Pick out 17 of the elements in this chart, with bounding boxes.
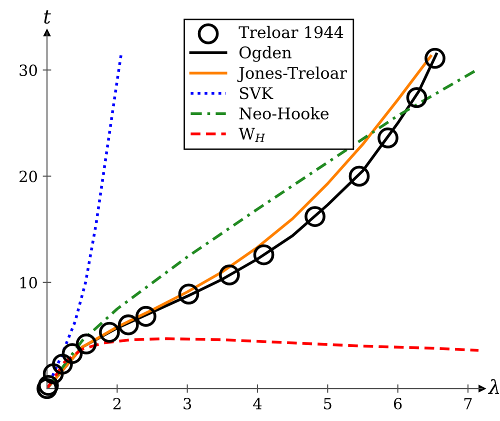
legend-label: Jones-Treloar [237,66,348,82]
x-tick-label: 3 [184,398,192,410]
legend-label: Ogden [240,46,292,62]
y-axis-title: t [44,10,51,24]
y-tick-label: 10 [20,276,37,288]
y-tick-label: 30 [20,64,37,76]
x-tick-label: 4 [253,398,262,410]
legend-label: SVK [240,87,274,100]
legend-label: W$_{H}$ [238,128,266,142]
x-tick-label: 5 [324,398,332,410]
x-tick-label: 7 [464,398,472,410]
y-tick-label: 20 [20,170,37,182]
x-axis-title: λ [488,379,500,394]
x-tick-label: 6 [394,398,402,410]
legend-label: Neo-Hooke [239,107,329,120]
x-tick-label: 2 [113,398,121,410]
legend-label: Treloar 1944 [238,26,344,38]
